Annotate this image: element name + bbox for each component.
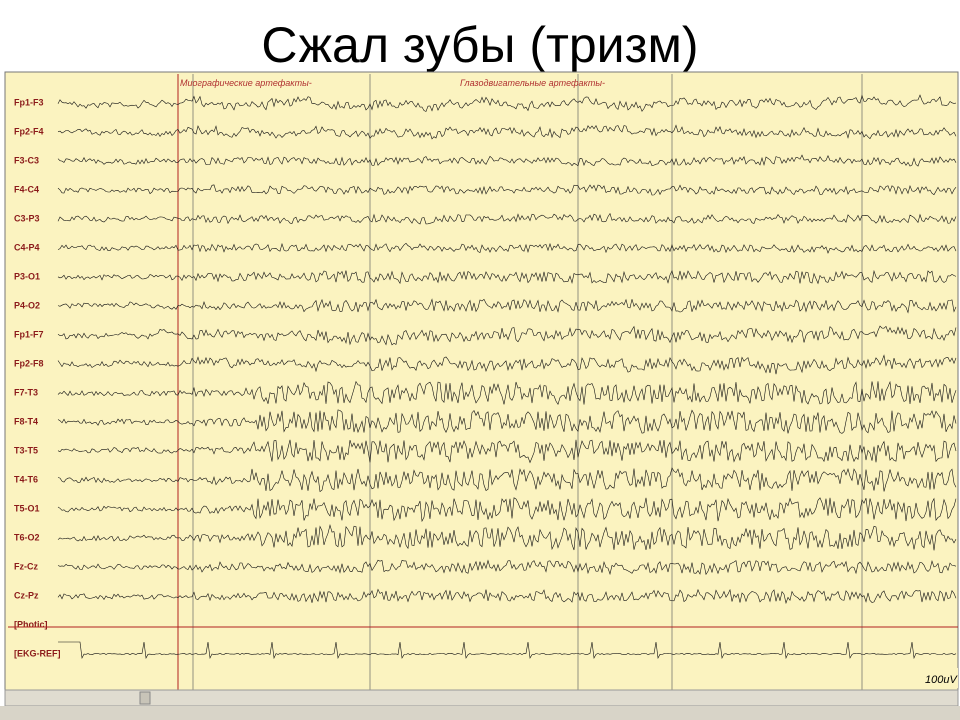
channel-label: [EKG-REF] [14, 648, 61, 658]
channel-label: T4-T6 [14, 474, 38, 484]
eeg-trace [57, 524, 957, 551]
scroll-thumb [139, 691, 151, 705]
channel-label: T6-O2 [14, 532, 40, 542]
eeg-trace [57, 184, 957, 196]
slide-title: Сжал зубы (тризм) [261, 17, 698, 73]
eeg-trace [57, 154, 957, 167]
channel-label: Fp1-F3 [14, 97, 44, 107]
eeg-trace [57, 559, 957, 576]
eeg-trace [57, 124, 957, 140]
annotation: Глазодвигательные артефакты- [460, 78, 605, 88]
eeg-trace [57, 325, 957, 346]
channel-label: T5-O1 [14, 503, 40, 513]
channel-label: Fp2-F8 [14, 358, 44, 368]
channel-label: Fp2-F4 [14, 126, 44, 136]
eeg-trace [57, 354, 957, 375]
eeg-panel [4, 71, 959, 691]
eeg-trace [57, 298, 957, 314]
channel-label: F4-C4 [14, 184, 39, 194]
scale-label: 100uV [925, 674, 958, 686]
channel-label: Fz-Cz [14, 561, 38, 571]
eeg-trace [57, 467, 957, 493]
annotation: Миографические артефакты- [180, 78, 312, 88]
eeg-trace [57, 588, 957, 605]
scale-box [922, 668, 958, 688]
status-bar [0, 706, 960, 720]
eeg-trace [57, 94, 957, 112]
channel-label: Cz-Pz [14, 590, 39, 600]
channel-label: C3-P3 [14, 213, 40, 223]
channel-label: P3-O1 [14, 271, 40, 281]
eeg-trace [57, 439, 957, 464]
eeg-trace [57, 497, 957, 523]
channel-label: C4-P4 [14, 242, 40, 252]
channel-label: F8-T4 [14, 416, 38, 426]
channel-label: T3-T5 [14, 445, 38, 455]
channel-label: Fp1-F7 [14, 329, 44, 339]
eeg-trace [57, 212, 957, 225]
channel-label: F7-T3 [14, 387, 38, 397]
time-markers [177, 74, 863, 690]
channel-label: F3-C3 [14, 155, 39, 165]
eeg-trace [57, 242, 957, 254]
eeg-trace [57, 269, 957, 285]
channel-label: P4-O2 [14, 300, 40, 310]
eeg-traces: Fp1-F3 Fp2-F4 F3-C3 F4-C4 C3-P3 C4-P4 P3-O1 P4-… [8, 94, 958, 660]
eeg-trace [58, 641, 957, 660]
eeg-trace [57, 380, 957, 406]
eeg-trace [57, 409, 957, 434]
channel-label: [Photic] [14, 619, 48, 629]
